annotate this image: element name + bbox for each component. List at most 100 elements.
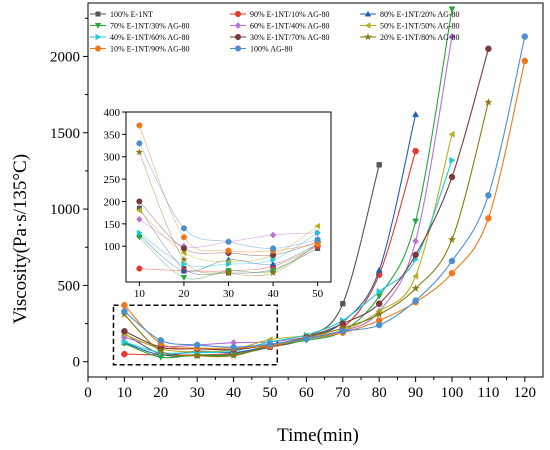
legend: 100% E-1NT 90% E-1NT/10% AG-80 80% E-1NT/2… [90, 10, 460, 54]
data-point [412, 218, 420, 225]
inset-data-point [136, 140, 143, 147]
legend-marker [94, 23, 102, 29]
data-point [375, 321, 383, 329]
data-point [121, 302, 128, 309]
data-point [448, 6, 456, 13]
main-plot: 0 10 20 30 40 50 60 70 80 90 100 110 120 0 500 1000 1500… [50, 2, 544, 401]
inset-data-point [180, 234, 187, 241]
legend-marker [234, 22, 242, 29]
legend-entry-4: 70% E-1NT/30% AG-80 [90, 22, 190, 31]
inset-data-point [136, 229, 143, 237]
inset-data-point [269, 260, 277, 267]
data-point [157, 354, 165, 361]
data-point [412, 297, 419, 304]
x-tick-label: 120 [514, 385, 537, 401]
data-point [375, 266, 383, 273]
data-point [521, 57, 529, 65]
legend-marker [364, 22, 371, 29]
x-tick-label: 10 [117, 385, 132, 401]
data-point [193, 341, 201, 349]
y-axis-title: Viscosity(Pa·s/135°C) [10, 154, 31, 324]
inset-data-point [179, 255, 188, 264]
inset-data-point [225, 247, 232, 254]
y-tick-label: 500 [58, 278, 81, 294]
x-tick-label: 80 [372, 385, 387, 401]
data-point [412, 272, 419, 280]
legend-label: 40% E-1NT/60% AG-80 [110, 33, 190, 42]
data-point [448, 32, 456, 41]
data-point [376, 288, 383, 295]
data-point [340, 301, 346, 307]
legend-entry-3: 80% E-1NT/20% AG-80 [360, 10, 460, 19]
legend-entry-11: 100% AG-80 [230, 45, 292, 54]
data-point [412, 251, 419, 259]
data-point [374, 309, 384, 318]
inset-data-point [225, 238, 232, 245]
legend-entry-2: 90% E-1NT/10% AG-80 [230, 10, 330, 19]
data-point [484, 97, 493, 106]
inset-y-tick-label: 350 [104, 129, 121, 141]
legend-label: 70% E-1NT/30% AG-80 [110, 22, 190, 31]
legend-marker [95, 11, 101, 17]
x-tick-label: 90 [408, 385, 423, 401]
inset-data-point [180, 267, 188, 274]
inset-y-tick-label: 100 [104, 241, 121, 253]
data-point [303, 335, 310, 343]
inset-data-point [135, 148, 144, 156]
legend-label: 100% AG-80 [250, 45, 292, 54]
x-tick-label: 60 [299, 385, 314, 401]
data-point [412, 147, 419, 155]
inset-y-tick-label: 300 [104, 152, 121, 164]
legend-marker [95, 33, 102, 41]
series-line [124, 164, 380, 357]
legend-entry-5: 60% E-1NT/40% AG-80 [230, 22, 330, 31]
legend-label: 90% E-1NT/10% AG-80 [250, 10, 330, 19]
data-point [412, 110, 420, 118]
inset-data-point [180, 225, 187, 232]
data-point [376, 162, 382, 168]
legend-marker [94, 45, 102, 52]
data-point [448, 173, 456, 181]
inset-data-point [314, 236, 321, 243]
x-tick-label: 70 [335, 385, 350, 401]
inset-x-tick-label: 20 [178, 288, 190, 300]
legend-label: 50% E-1NT/50% AG-80 [380, 22, 460, 31]
series-line [124, 102, 489, 358]
inset-data-point [315, 229, 321, 237]
data-point [485, 214, 492, 222]
inset-data-point [226, 260, 232, 268]
data-point [157, 337, 165, 344]
y-tick-label: 1000 [50, 202, 80, 218]
series-line [124, 48, 489, 351]
x-tick-label: 110 [477, 385, 499, 401]
data-point [449, 156, 456, 164]
legend-entry-9: 20% E-1NT/80% AG-80 [360, 32, 460, 42]
data-point [448, 130, 455, 138]
data-point [121, 350, 128, 358]
data-point [266, 340, 274, 348]
legend-marker [364, 10, 372, 17]
data-point [447, 235, 457, 244]
inset-y-tick-label: 150 [104, 219, 121, 231]
data-point [230, 343, 237, 351]
y-tick-label: 0 [73, 355, 81, 371]
inset-y-tick-label: 200 [104, 196, 121, 208]
inset-series-group [135, 122, 322, 281]
legend-marker [234, 10, 242, 18]
inset-x-tick-label: 10 [134, 288, 146, 300]
legend-entry-6: 50% E-1NT/50% AG-80 [360, 22, 460, 31]
legend-label: 60% E-1NT/40% AG-80 [250, 22, 330, 31]
inset-data-point [136, 234, 143, 241]
data-point [375, 300, 383, 307]
data-point [121, 338, 128, 346]
inset-data-point [136, 122, 143, 129]
x-tick-label: 50 [263, 385, 278, 401]
inset-data-point [180, 275, 188, 281]
legend-marker [364, 32, 372, 41]
legend-marker [234, 45, 242, 52]
legend-entry-7: 40% E-1NT/60% AG-80 [90, 33, 190, 42]
main-series-group [120, 6, 529, 361]
inset-y-tick-label: 400 [104, 107, 121, 119]
data-point [121, 308, 128, 315]
legend-label: 80% E-1NT/20% AG-80 [380, 10, 460, 19]
